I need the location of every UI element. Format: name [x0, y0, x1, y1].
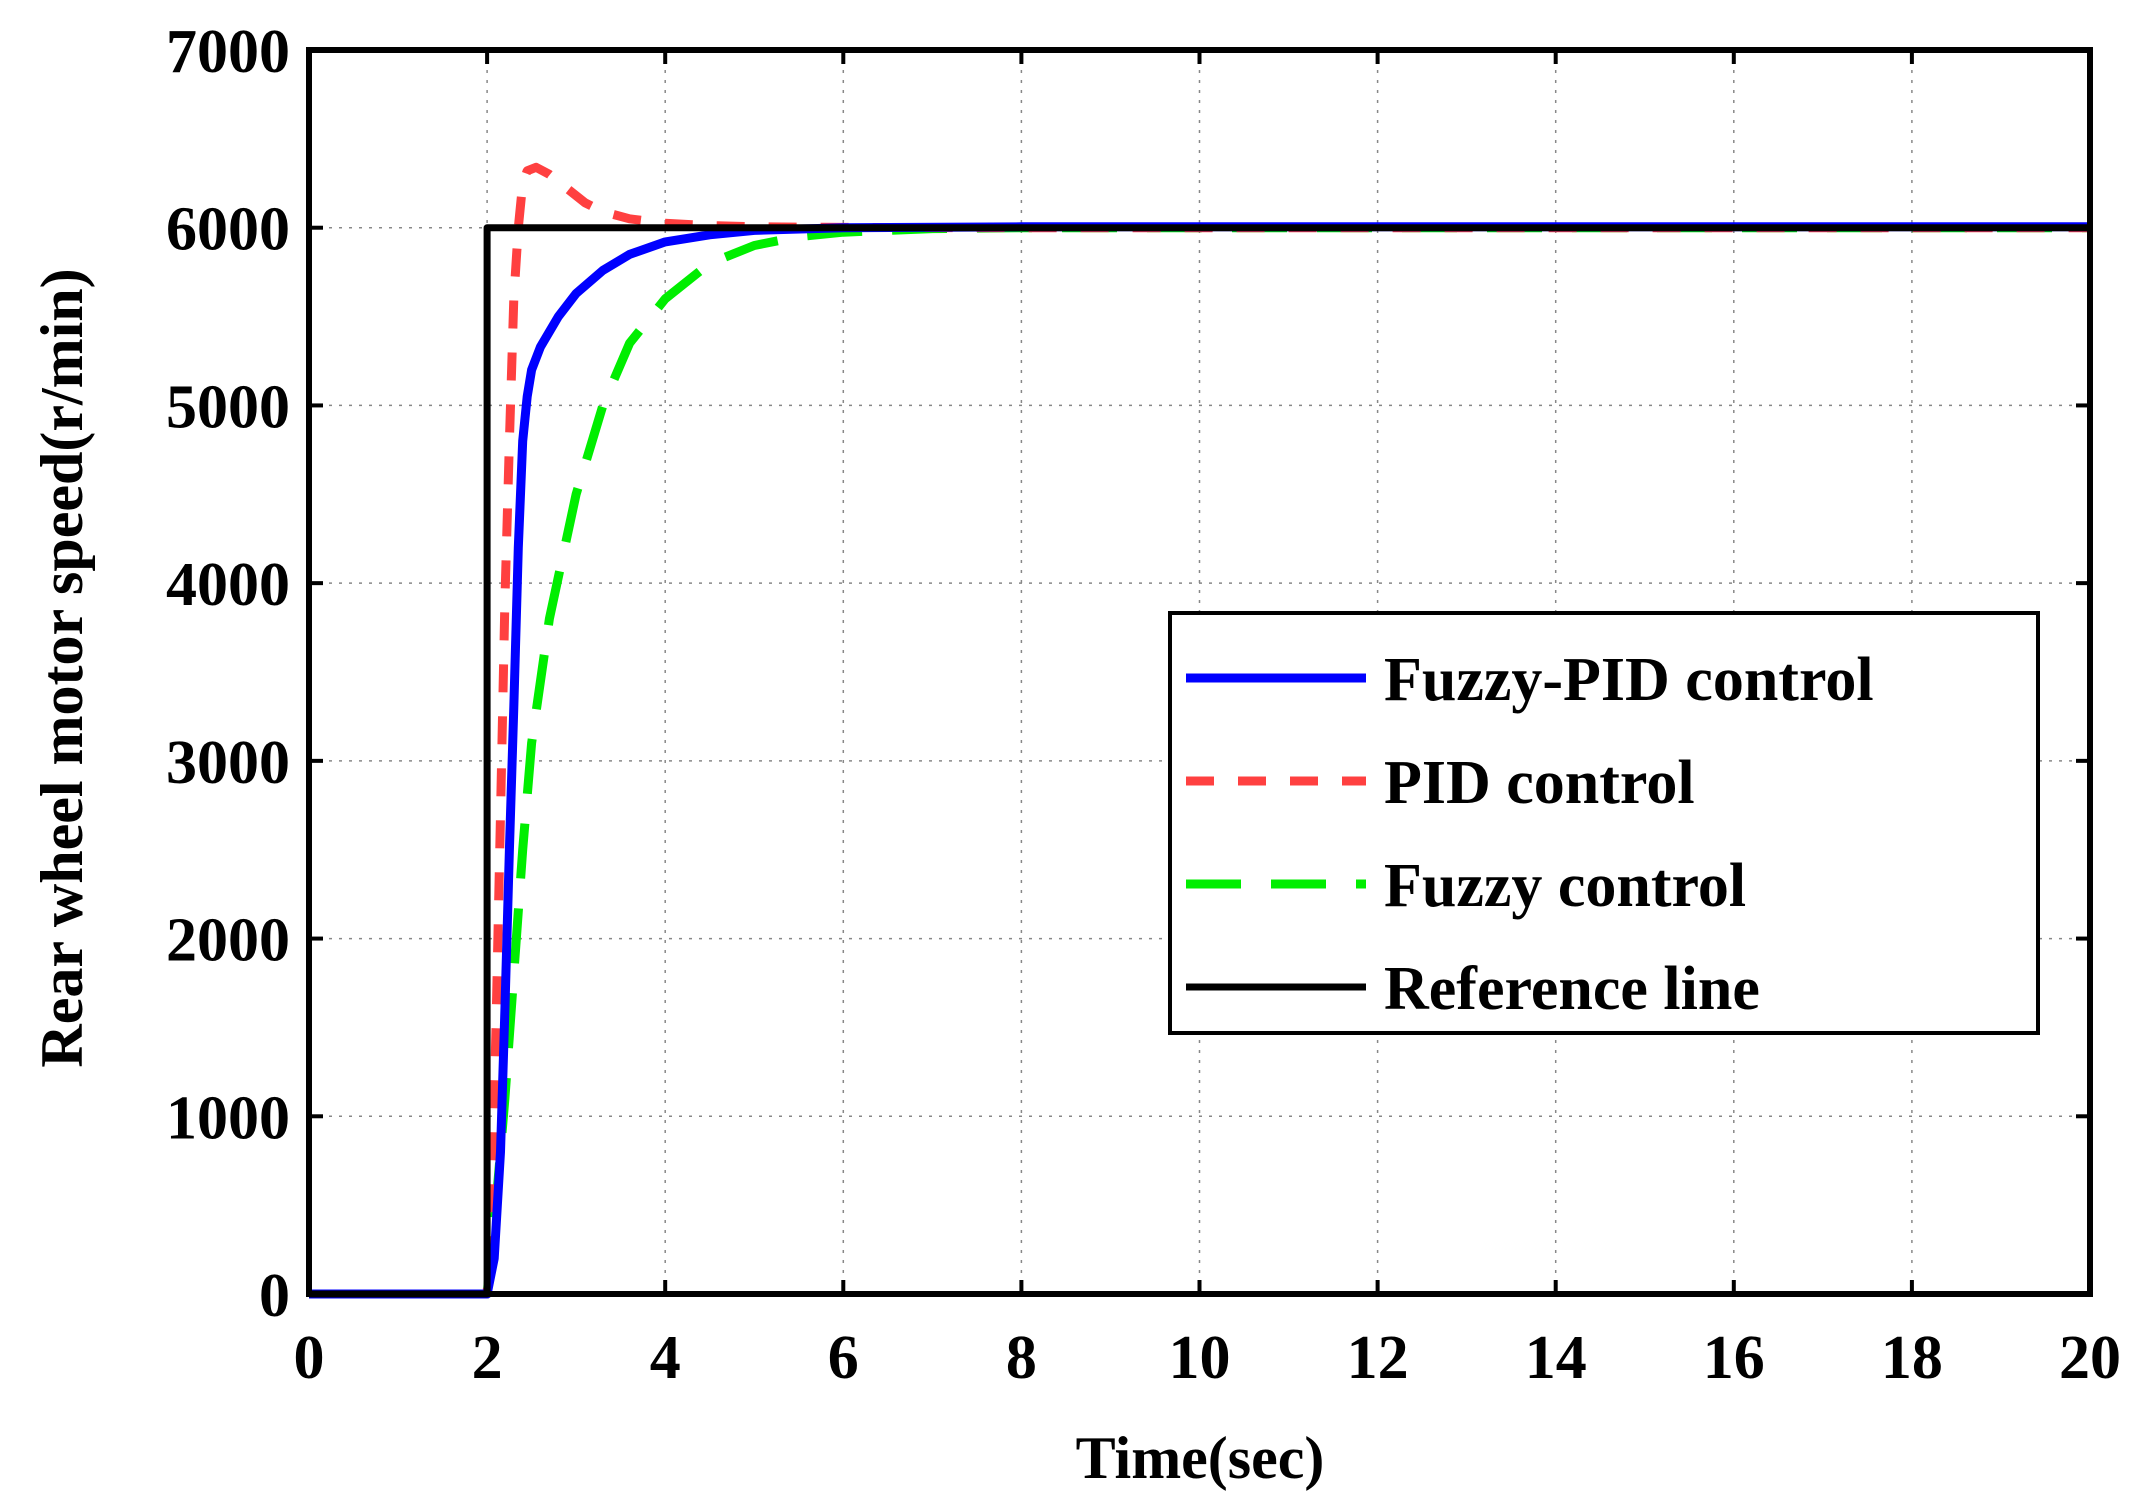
x-tick-label: 14	[1525, 1324, 1587, 1392]
y-tick-label: 4000	[166, 551, 290, 619]
legend-label: PID control	[1384, 749, 1695, 817]
x-tick-label: 0	[294, 1324, 325, 1392]
y-tick-label: 6000	[166, 196, 290, 264]
x-tick-label: 6	[828, 1324, 859, 1392]
x-tick-label: 18	[1881, 1324, 1943, 1392]
y-tick-label: 0	[259, 1262, 290, 1330]
x-tick-label: 2	[472, 1324, 503, 1392]
y-tick-label: 3000	[166, 729, 290, 797]
legend-label: Reference line	[1384, 955, 1760, 1023]
x-tick-label: 12	[1347, 1324, 1409, 1392]
x-tick-label: 20	[2059, 1324, 2121, 1392]
x-tick-label: 8	[1006, 1324, 1037, 1392]
y-tick-label: 1000	[166, 1084, 290, 1152]
legend-box	[1168, 611, 2040, 1035]
y-tick-label: 5000	[166, 373, 290, 441]
legend-label: Fuzzy-PID control	[1384, 646, 1874, 714]
y-tick-label: 7000	[166, 18, 290, 86]
x-tick-label: 16	[1703, 1324, 1765, 1392]
ticks: 0 2 4 6 8 10 12 14 16 18 20 0 1000 2000 3000 4000 5000 60…	[166, 18, 2121, 1392]
x-axis-label: Time(sec)	[1076, 1425, 1325, 1491]
y-axis-label: Rear wheel motor speed(r/min)	[29, 268, 95, 1067]
x-tick-label: 4	[650, 1324, 681, 1392]
x-tick-label: 10	[1169, 1324, 1231, 1392]
y-tick-label: 2000	[166, 907, 290, 975]
legend-label: Fuzzy control	[1384, 852, 1746, 920]
legend: Fuzzy-PID control PID control Fuzzy contro…	[1168, 611, 2040, 1035]
